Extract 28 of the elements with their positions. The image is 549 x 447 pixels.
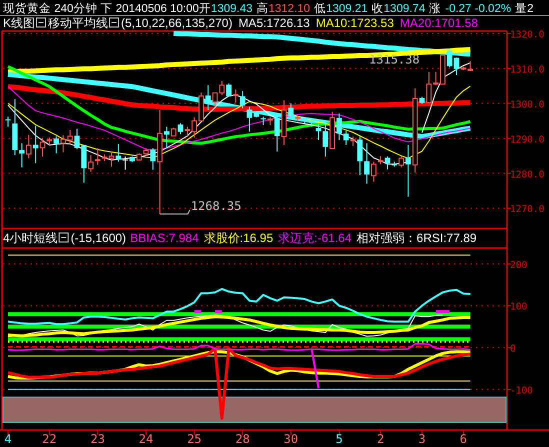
y-tick-label: 1310.0	[510, 64, 545, 76]
y-tick-label: 1270.0	[510, 204, 545, 216]
y-tick-label: 1290.0	[510, 134, 545, 146]
x-tick-label: 2	[376, 432, 384, 446]
header: 4小时短线 (-15,1600) BBIAS:7.984 求股价:16.95 求迈克:-61.64 相对强弱：6RSI:77.89	[3, 231, 477, 245]
x-tick-label: 5	[336, 432, 343, 446]
y-tick-label: 0	[510, 344, 516, 355]
y-tick-label: 1320.0	[510, 29, 545, 40]
y-tick-label: -100	[510, 385, 534, 396]
annotation: 1315.38	[369, 52, 420, 67]
x-tick-label: 4	[4, 432, 12, 446]
x-tick-label: 28	[235, 432, 250, 446]
x-tick-label: 22	[42, 432, 57, 446]
x-tick-label: 25	[187, 432, 202, 446]
x-tick-label: 30	[284, 432, 298, 446]
header: 现货黄金 240分钟 下 20140506 10:00开1309.43 高1312.10 低1309.21 收1309.74 涨 -0.27 -0.02% 量2 K线图 移动平均线 (5,10,22,66,135,270) MA5:1726.13 MA10:1723.53 MA20:1701.58	[3, 3, 534, 30]
annotation: 1268.35	[190, 198, 242, 213]
y-tick-label: 200	[510, 260, 528, 271]
y-tick-label: 1280.0	[510, 169, 545, 180]
chart-title: 4小时短线	[3, 231, 58, 245]
x-tick-label: 3	[418, 432, 426, 446]
y-tick-label: 100	[510, 302, 528, 313]
chart-title: 现货黄金 240分钟 下 20140506 10:00	[3, 2, 199, 15]
x-tick-label: 24	[138, 432, 154, 446]
y-tick-label: 1300.0	[510, 99, 545, 110]
x-tick-label: 23	[90, 432, 105, 446]
x-tick-label: 6	[460, 432, 468, 446]
chart-subtitle: K线图	[3, 16, 36, 30]
